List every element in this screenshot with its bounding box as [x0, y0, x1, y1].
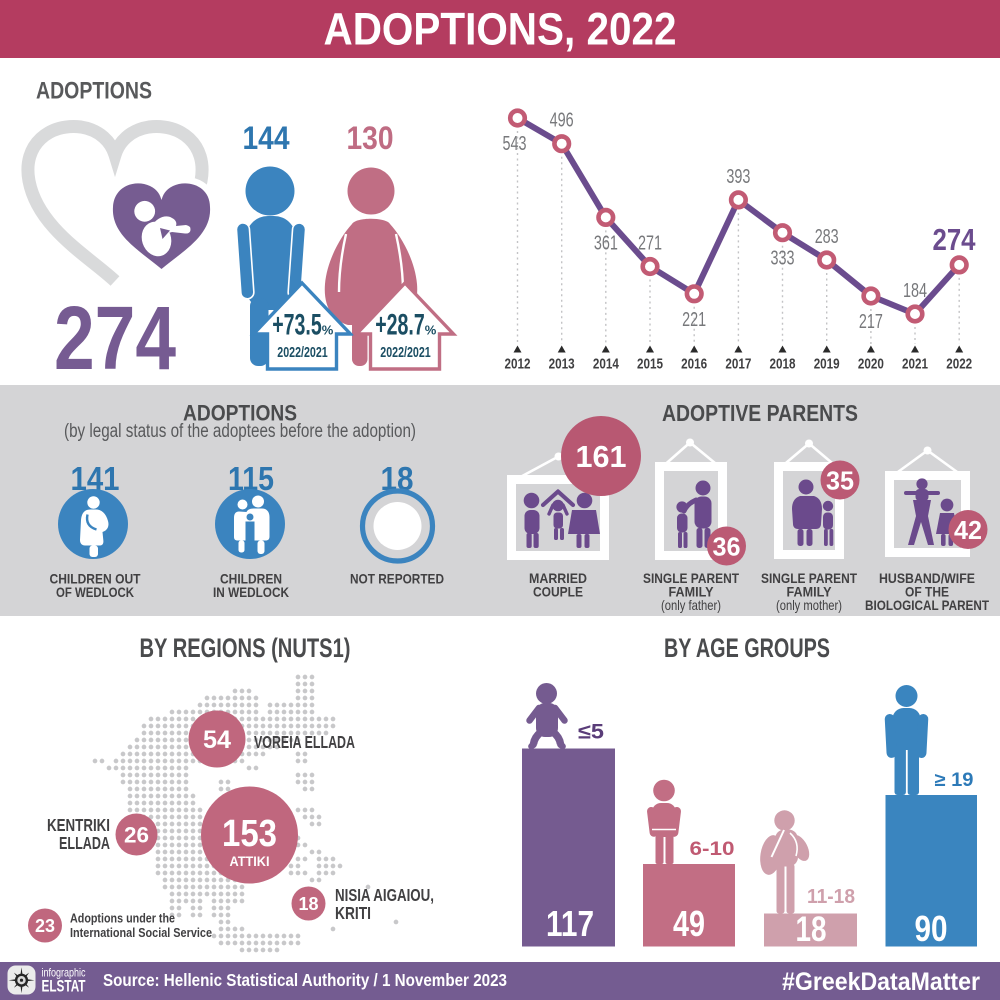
svg-text:VOREIA ELLADA: VOREIA ELLADA [254, 732, 355, 752]
svg-text:OF THE: OF THE [905, 584, 949, 600]
svg-text:161: 161 [576, 439, 627, 474]
svg-text:International Social Service: International Social Service [70, 926, 212, 940]
svg-text:ADOPTIONS: ADOPTIONS [183, 401, 297, 426]
svg-text:26: 26 [124, 823, 149, 848]
svg-text:2022: 2022 [946, 356, 972, 373]
svg-text:ELSTAT: ELSTAT [42, 978, 86, 996]
svg-text:+73.5: +73.5 [272, 309, 322, 342]
svg-text:42: 42 [954, 515, 982, 545]
svg-text:271: 271 [638, 233, 662, 255]
svg-text:≥ 19: ≥ 19 [935, 770, 974, 791]
svg-text:2015: 2015 [637, 356, 663, 373]
svg-text:+28.7: +28.7 [375, 309, 425, 342]
svg-text:2022/2021: 2022/2021 [380, 344, 431, 361]
svg-text:ADOPTIONS, 2022: ADOPTIONS, 2022 [324, 4, 677, 55]
svg-text:(by legal status of the adopt: (by legal status of the adoptees before … [64, 421, 416, 442]
svg-text:ATTIKI: ATTIKI [230, 854, 270, 869]
svg-text:#GreekDataMatter: #GreekDataMatter [782, 968, 980, 996]
svg-text:496: 496 [550, 110, 574, 132]
svg-text:MARRIED: MARRIED [529, 570, 587, 586]
svg-text:2013: 2013 [549, 356, 575, 373]
svg-text:Source: Hellenic Statistical A: Source: Hellenic Statistical Authority /… [103, 970, 507, 990]
svg-text:36: 36 [713, 532, 741, 562]
svg-text:IN WEDLOCK: IN WEDLOCK [213, 584, 289, 600]
svg-text:2016: 2016 [681, 356, 707, 373]
svg-text:117: 117 [546, 903, 594, 944]
svg-text:2014: 2014 [593, 356, 620, 373]
svg-text:23: 23 [35, 916, 55, 936]
svg-text:%: % [322, 323, 334, 338]
svg-text:2022/2021: 2022/2021 [277, 344, 328, 361]
svg-text:543: 543 [503, 133, 527, 155]
svg-text:BY REGIONS (NUTS1): BY REGIONS (NUTS1) [140, 633, 351, 663]
svg-text:CHILDREN OUT: CHILDREN OUT [50, 571, 141, 587]
svg-text:283: 283 [815, 226, 839, 248]
svg-text:ADOPTIONS: ADOPTIONS [36, 78, 152, 105]
svg-text:35: 35 [826, 466, 854, 496]
svg-text:SINGLE PARENT: SINGLE PARENT [643, 570, 739, 586]
svg-text:OF WEDLOCK: OF WEDLOCK [56, 584, 134, 600]
svg-text:333: 333 [771, 248, 795, 270]
svg-text:184: 184 [903, 280, 927, 302]
svg-text:%: % [425, 323, 437, 338]
svg-text:COUPLE: COUPLE [533, 584, 583, 600]
svg-text:CHILDREN: CHILDREN [220, 571, 282, 587]
svg-text:infographic: infographic [42, 966, 86, 980]
svg-text:NISIA AIGAIOU,: NISIA AIGAIOU, [335, 885, 434, 905]
svg-text:Adoptions under the: Adoptions under the [70, 912, 175, 926]
svg-text:90: 90 [915, 908, 948, 949]
svg-text:KENTRIKI: KENTRIKI [47, 815, 110, 835]
svg-text:ADOPTIVE PARENTS: ADOPTIVE PARENTS [662, 400, 858, 426]
svg-text:ELLADA: ELLADA [59, 833, 110, 853]
svg-text:18: 18 [299, 894, 319, 914]
svg-text:49: 49 [673, 903, 705, 944]
svg-text:217: 217 [859, 311, 883, 333]
svg-text:393: 393 [726, 166, 750, 188]
svg-text:274: 274 [933, 222, 977, 257]
svg-text:2017: 2017 [725, 356, 751, 373]
svg-text:2021: 2021 [902, 356, 928, 373]
svg-text:(only mother): (only mother) [776, 597, 842, 613]
svg-text:144: 144 [243, 120, 290, 156]
svg-text:11-18: 11-18 [807, 886, 855, 908]
svg-text:NOT REPORTED: NOT REPORTED [350, 571, 444, 587]
svg-text:HUSBAND/WIFE: HUSBAND/WIFE [879, 570, 975, 586]
svg-text:153: 153 [222, 813, 277, 855]
svg-text:2020: 2020 [858, 356, 884, 373]
svg-text:(only father): (only father) [661, 597, 721, 613]
svg-text:18: 18 [796, 910, 827, 949]
svg-text:361: 361 [594, 232, 618, 254]
svg-text:221: 221 [682, 309, 706, 331]
svg-text:6-10: 6-10 [690, 839, 735, 860]
svg-text:FAMILY: FAMILY [787, 584, 833, 600]
svg-text:2019: 2019 [814, 356, 840, 373]
svg-text:54: 54 [203, 726, 231, 754]
svg-text:274: 274 [54, 289, 176, 389]
svg-text:KRITI: KRITI [335, 903, 371, 923]
svg-text:2012: 2012 [505, 356, 531, 373]
svg-text:130: 130 [347, 120, 394, 156]
svg-text:BY AGE GROUPS: BY AGE GROUPS [664, 633, 830, 663]
svg-text:2018: 2018 [770, 356, 796, 373]
svg-text:FAMILY: FAMILY [669, 584, 715, 600]
svg-text:BIOLOGICAL PARENT: BIOLOGICAL PARENT [865, 597, 989, 613]
svg-text:SINGLE PARENT: SINGLE PARENT [761, 570, 857, 586]
svg-text:≤5: ≤5 [578, 721, 604, 744]
